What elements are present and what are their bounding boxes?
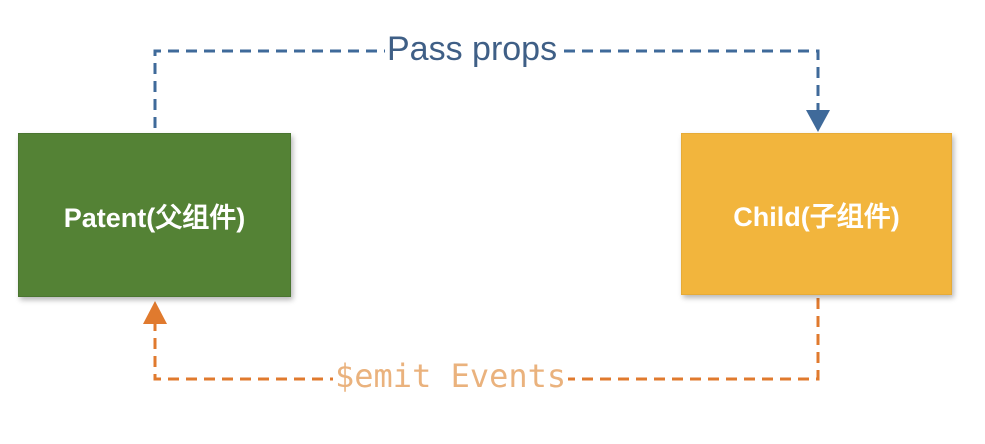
pass-props-connector: [153, 49, 820, 128]
emit-events-connector: [153, 298, 820, 381]
pass-props-arrowhead: [806, 110, 830, 132]
pass-props-label: Pass props: [385, 30, 560, 68]
child-component-node: Child(子组件): [681, 133, 952, 295]
parent-component-label: Patent(父组件): [63, 202, 246, 233]
parent-component-node: Patent(父组件): [18, 133, 291, 297]
emit-events-label: $emit Events: [333, 357, 569, 395]
emit-events-arrowhead: [143, 301, 167, 324]
child-component-label: Child(子组件): [733, 201, 900, 232]
